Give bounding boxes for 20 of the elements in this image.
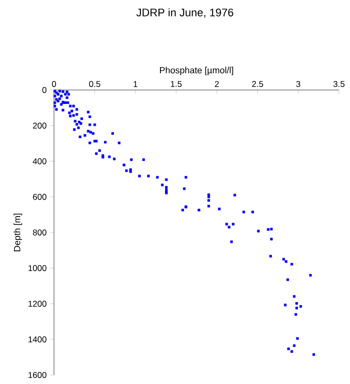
y-tick-label: 800	[32, 230, 46, 236]
x-tick-label: 1.5	[170, 81, 182, 87]
x-tick-label: 0.5	[89, 80, 100, 87]
y-tick-label: 400	[32, 158, 46, 164]
y-tick-label: 1200	[28, 300, 46, 307]
y-tick-label: 1600	[28, 372, 46, 378]
x-tick-label: 0	[52, 80, 56, 87]
y-tick-label: 200	[33, 122, 46, 129]
x-tick-label: 2	[214, 81, 219, 87]
y-tick-label: 1000	[28, 265, 46, 272]
x-tick-label: 3	[296, 80, 300, 87]
y-tick-label: 600	[33, 194, 46, 200]
x-tick-label: 2.5	[252, 80, 264, 87]
x-axis-title: Phosphate [µmol/l]	[160, 66, 234, 76]
chart-title: JDRP in June, 1976	[136, 8, 234, 18]
x-tick-label: 3.5	[333, 80, 345, 87]
y-axis-title: Depth [m]	[14, 214, 22, 252]
y-tick-label: 0	[42, 87, 46, 93]
y-tick-label: 1400	[28, 336, 46, 342]
x-tick-label: 1	[134, 81, 138, 87]
